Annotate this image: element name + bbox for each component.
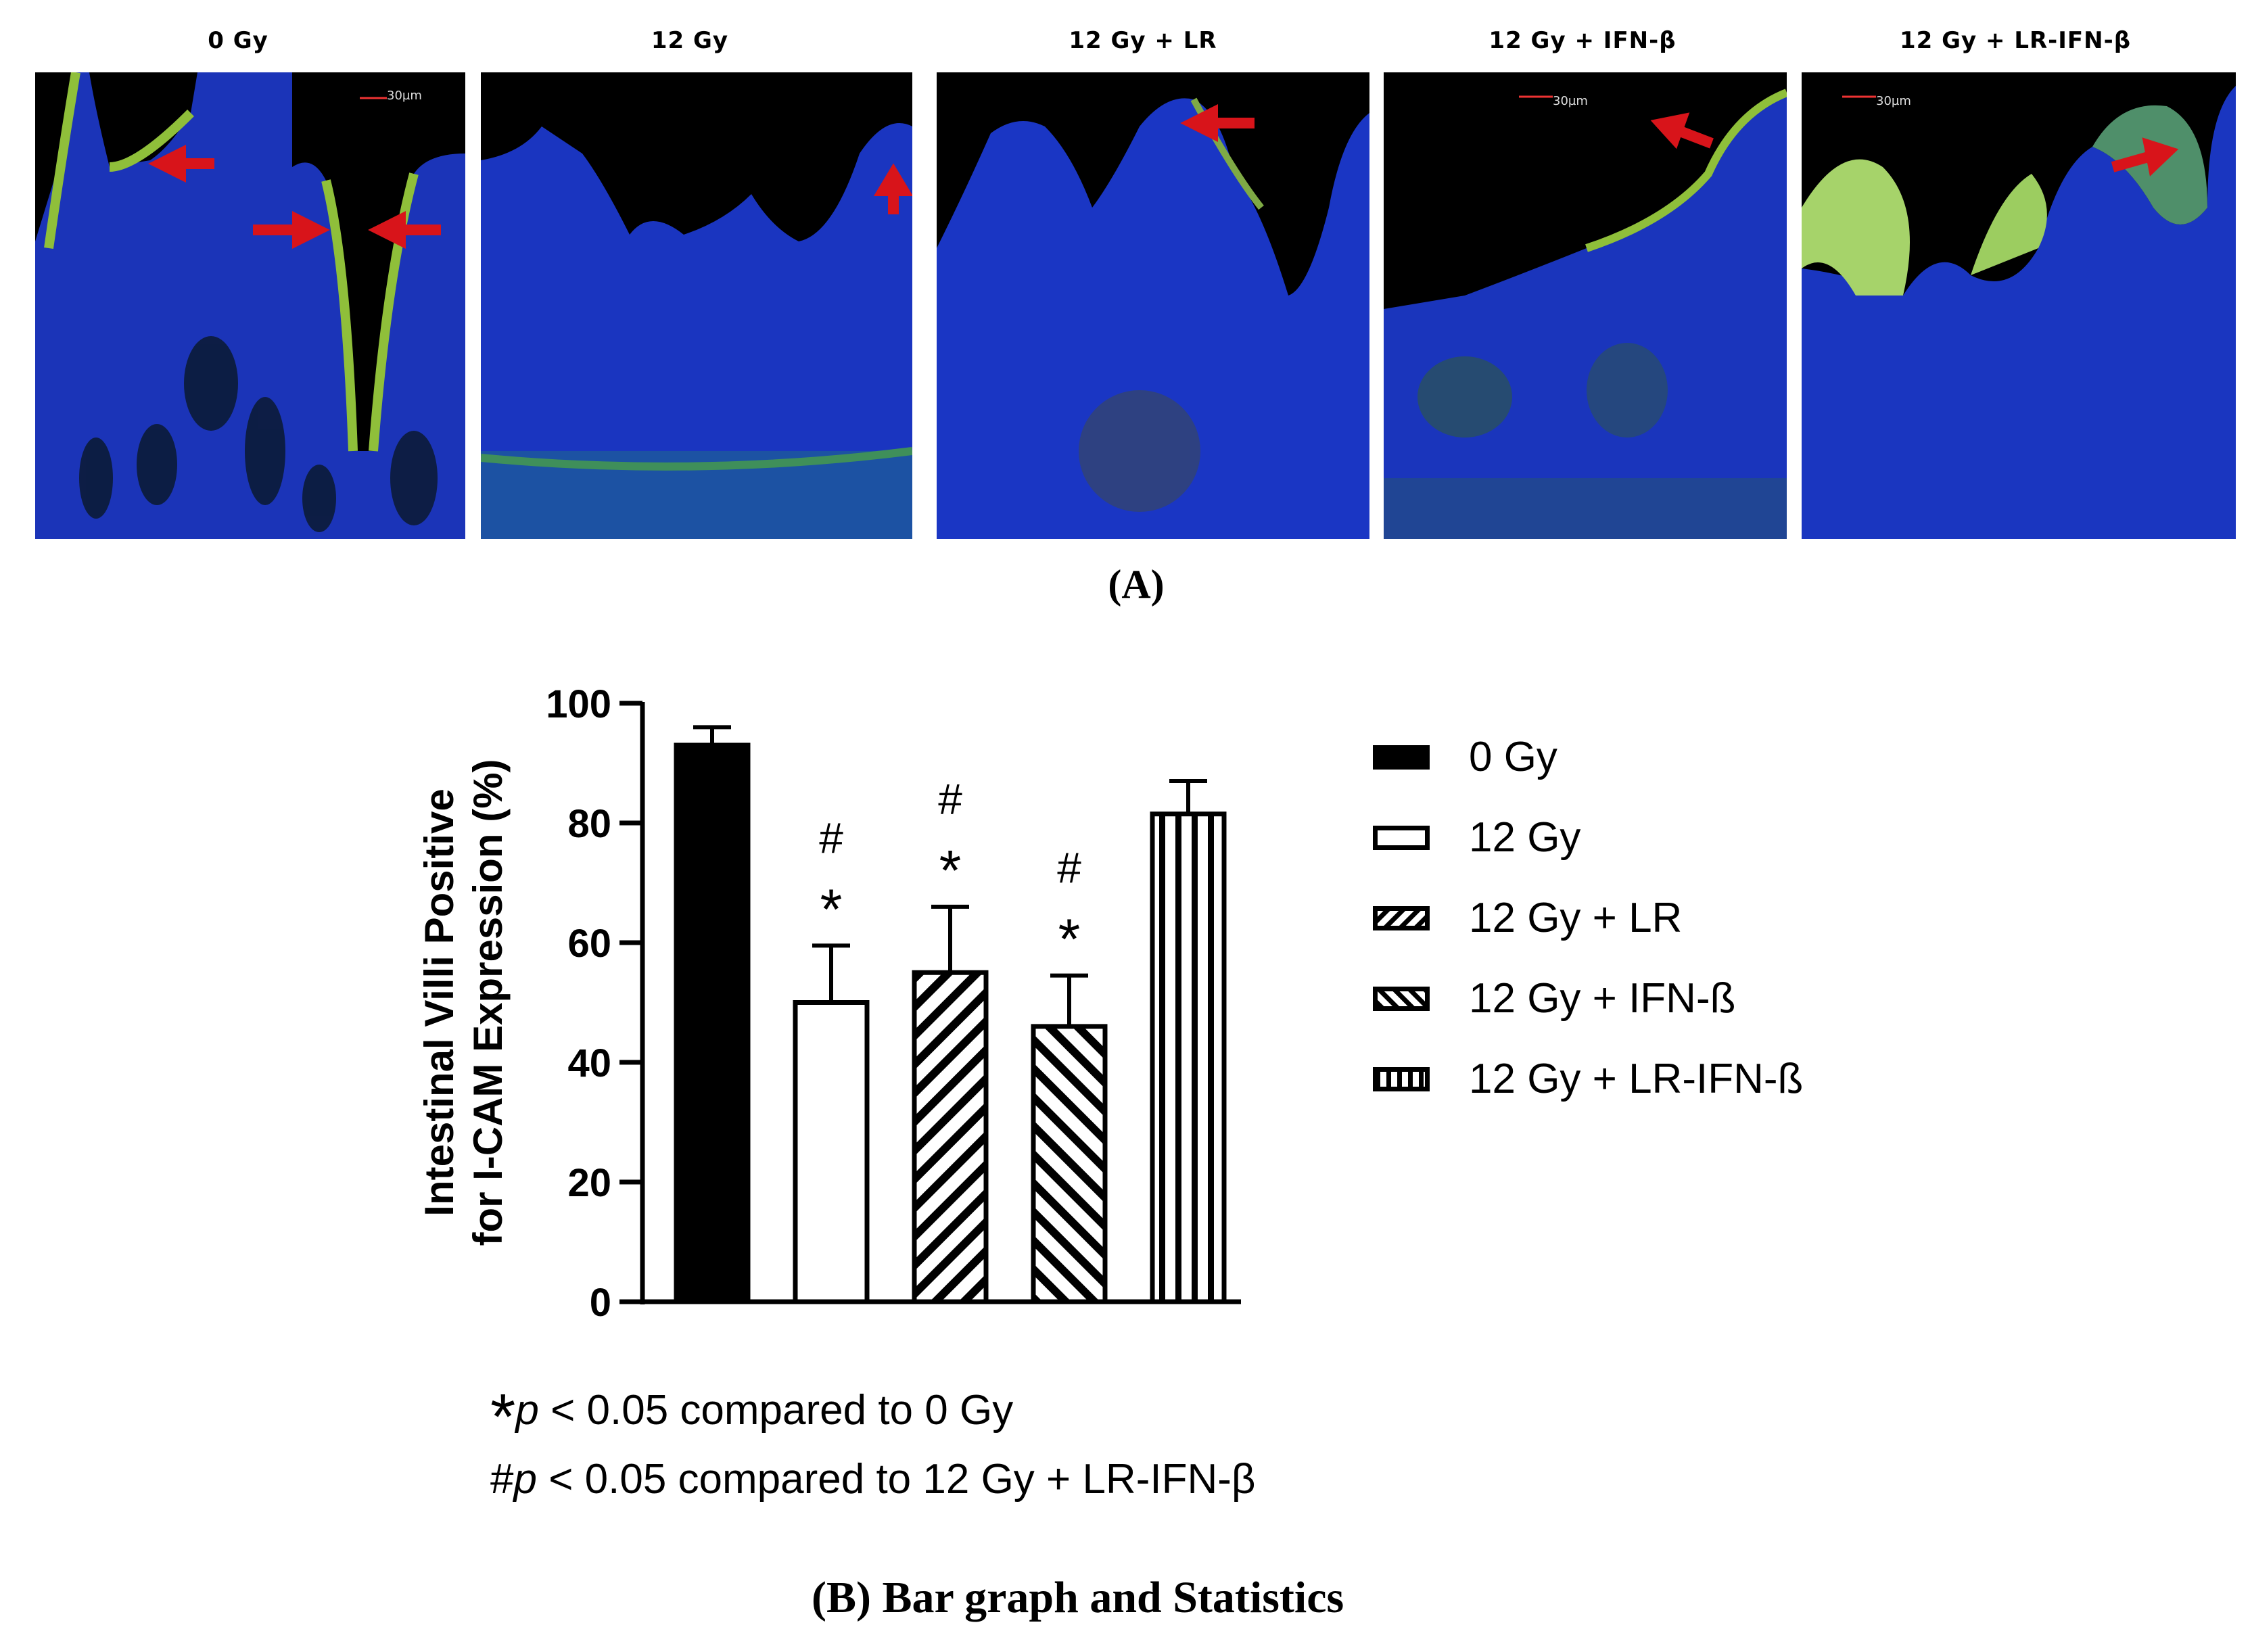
panel-label-12gy: 12 Gy [651, 27, 729, 54]
micrograph-12gy-lr-ifn: 30µm [1802, 72, 2236, 539]
legend-label: 12 Gy + LR-IFN-ß [1469, 1056, 1804, 1102]
p-symbol: p [513, 1456, 537, 1503]
panel-label-0gy: 0 Gy [208, 27, 268, 54]
legend-label: 12 Gy [1469, 814, 1581, 861]
asterisk-mark: * [939, 839, 962, 902]
hash-mark: # [819, 813, 843, 862]
bar-3 [1031, 1024, 1108, 1304]
asterisk-mark: * [490, 1381, 516, 1453]
legend-item-12gy-lr-ifn: 12 Gy + LR-IFN-ß [1373, 1039, 1803, 1119]
panel-b-title: Bar graph and Statistics [870, 1573, 1344, 1622]
significance-marks: # * # * # * [819, 775, 1081, 971]
legend-item-12gy-lr: 12 Gy + LR [1373, 878, 1803, 958]
note-text: < 0.05 compared to 0 Gy [538, 1387, 1014, 1434]
svg-text:30µm: 30µm [387, 89, 422, 103]
p-symbol: p [515, 1387, 539, 1434]
svg-text:30µm: 30µm [1553, 94, 1588, 108]
chart-legend: 0 Gy 12 Gy 12 Gy + LR 12 Gy + IFN-ß 12 G… [1373, 717, 1803, 1119]
micrograph-0gy: 30µm [35, 72, 465, 539]
legend-swatch-open [1373, 825, 1430, 850]
panel-label-12gy-ifn: 12 Gy + IFN-β [1489, 27, 1677, 54]
legend-label: 12 Gy + LR [1469, 895, 1683, 941]
legend-item-0gy: 0 Gy [1373, 717, 1803, 797]
asterisk-mark: * [820, 877, 843, 941]
bar-2 [912, 970, 989, 1304]
note-text: < 0.05 compared to 12 Gy + LR-IFN-β [536, 1456, 1256, 1503]
legend-swatch-solid [1373, 745, 1430, 770]
y-tick-label: 100 [546, 682, 611, 726]
legend-swatch-diagonal-down [1373, 905, 1430, 930]
micrograph-12gy-lr [937, 72, 1369, 539]
legend-item-12gy-ifn: 12 Gy + IFN-ß [1373, 958, 1803, 1039]
legend-item-12gy: 12 Gy [1373, 797, 1803, 878]
note-vs-lr-ifn: #p < 0.05 compared to 12 Gy + LR-IFN-β [490, 1448, 1256, 1511]
y-tick-label: 80 [567, 802, 611, 846]
panel-label-12gy-lr: 12 Gy + LR [1069, 27, 1217, 54]
chart-axes: 0 20 40 60 80 100 [546, 682, 1241, 1325]
y-tick-label: 60 [567, 922, 611, 966]
y-axis-label: Intestinal Villi Positive for I-CAM Expre… [417, 759, 511, 1246]
bar-4 [1150, 811, 1227, 1304]
note-vs-0gy: *p < 0.05 compared to 0 Gy [490, 1379, 1256, 1450]
bar-1 [793, 1000, 870, 1304]
legend-label: 12 Gy + IFN-ß [1469, 975, 1736, 1022]
panel-label-12gy-lr-ifn: 12 Gy + LR-IFN-β [1899, 27, 2132, 54]
hash-mark: # [938, 775, 962, 824]
chart-bars [674, 725, 1227, 1304]
y-tick-label: 40 [567, 1041, 611, 1085]
bar-chart: Intestinal Villi Positive for I-CAM Expre… [417, 682, 1241, 1325]
legend-label: 0 Gy [1469, 734, 1557, 780]
panel-a-caption: (A) [1108, 562, 1165, 607]
legend-swatch-diagonal-up [1373, 986, 1430, 1011]
statistics-notes: *p < 0.05 compared to 0 Gy #p < 0.05 com… [490, 1379, 1256, 1511]
panel-b-caption: (B) Bar graph and Statistics [812, 1572, 1344, 1624]
panel-b-letter: (B) [812, 1573, 871, 1622]
asterisk-mark: * [1058, 907, 1081, 971]
svg-text:30µm: 30µm [1876, 94, 1911, 108]
y-tick-label: 0 [590, 1281, 611, 1325]
micrograph-12gy [481, 72, 912, 539]
hash-mark: # [1057, 844, 1081, 893]
y-axis-label-line2: for I-CAM Expression (%) [465, 759, 511, 1246]
y-tick-label: 20 [567, 1161, 611, 1205]
legend-swatch-vertical [1373, 1066, 1430, 1091]
y-axis-label-line1: Intestinal Villi Positive [417, 788, 462, 1216]
bar-0 [674, 742, 751, 1304]
micrograph-12gy-ifn: 30µm [1384, 72, 1787, 539]
hash-mark: # [490, 1456, 514, 1503]
